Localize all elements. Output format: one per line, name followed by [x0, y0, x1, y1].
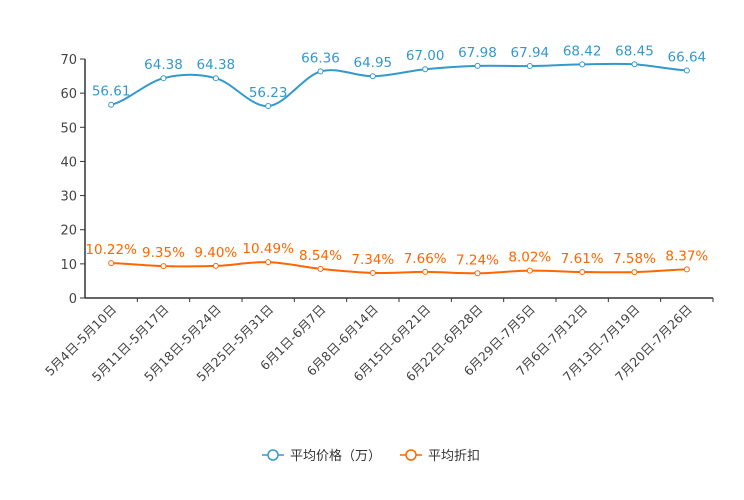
y-tick-label: 20 [60, 224, 77, 239]
data-point [369, 269, 376, 276]
y-tick-label: 10 [60, 258, 77, 273]
data-label: 68.42 [563, 43, 602, 59]
data-point [108, 101, 115, 108]
data-point [683, 266, 690, 273]
data-point [317, 265, 324, 272]
data-label: 10.49% [242, 241, 294, 257]
data-label: 7.66% [404, 251, 447, 267]
data-point [579, 269, 586, 276]
data-point [108, 260, 115, 267]
data-point [474, 270, 481, 277]
data-label: 56.61 [92, 84, 131, 100]
data-label: 66.64 [668, 49, 707, 65]
data-point [474, 62, 481, 69]
data-label: 7.61% [561, 251, 604, 267]
data-label: 10.22% [85, 242, 137, 258]
data-point [369, 73, 376, 80]
data-point [160, 263, 167, 270]
y-tick-label: 60 [60, 87, 77, 102]
data-label: 7.24% [456, 252, 499, 268]
data-label: 67.94 [511, 45, 550, 61]
data-label: 9.35% [142, 245, 185, 261]
data-label: 64.38 [144, 57, 183, 73]
data-point [631, 269, 638, 276]
data-point [212, 75, 219, 82]
y-tick-label: 30 [60, 190, 77, 205]
data-label: 64.95 [354, 55, 393, 71]
legend-item[interactable]: 平均价格（万） [262, 448, 381, 464]
legend-item[interactable]: 平均折扣 [400, 449, 480, 464]
y-tick-label: 40 [60, 155, 77, 170]
data-point [422, 268, 429, 275]
legend-circle-icon [267, 449, 279, 461]
data-point [160, 75, 167, 82]
data-label: 8.54% [299, 248, 342, 264]
data-label: 68.45 [615, 43, 654, 59]
data-point [579, 61, 586, 68]
legend-label: 平均价格（万） [290, 448, 381, 464]
data-label: 9.40% [194, 245, 237, 261]
data-point [317, 68, 324, 75]
data-point [526, 63, 533, 70]
data-point [631, 61, 638, 68]
legend-label: 平均折扣 [428, 449, 480, 464]
data-point [683, 67, 690, 74]
data-label: 56.23 [249, 85, 288, 101]
data-label: 7.34% [351, 252, 394, 268]
y-tick-label: 0 [69, 292, 77, 307]
data-point [526, 267, 533, 274]
data-label: 8.02% [508, 250, 551, 266]
data-point [265, 103, 272, 110]
data-label: 7.58% [613, 251, 656, 267]
legend-circle-icon [405, 449, 417, 461]
y-tick-label: 50 [60, 121, 77, 136]
data-point [422, 66, 429, 73]
data-label: 66.36 [301, 50, 340, 66]
data-label: 67.00 [406, 48, 445, 64]
data-label: 64.38 [197, 57, 236, 73]
y-tick-label: 70 [60, 53, 77, 68]
data-label: 8.37% [665, 248, 708, 264]
series-line [111, 261, 687, 275]
data-point [265, 259, 272, 266]
data-label: 67.98 [458, 45, 497, 61]
data-point [212, 262, 219, 269]
